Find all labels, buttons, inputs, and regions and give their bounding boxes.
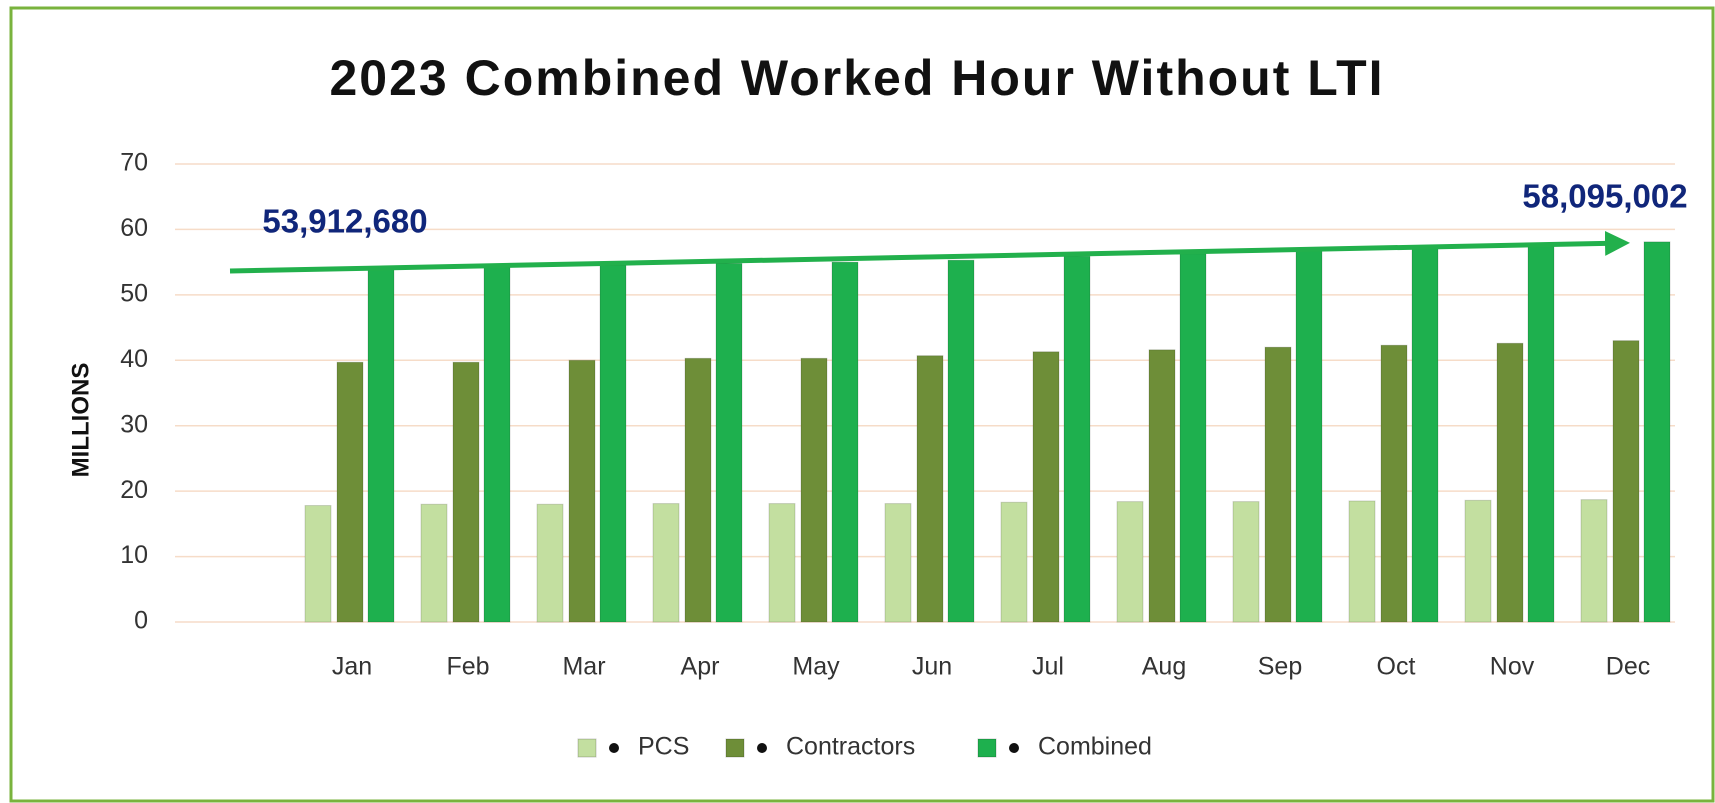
legend-label: Contractors <box>786 733 915 761</box>
bar <box>684 357 712 623</box>
x-tick-label: Apr <box>681 653 720 681</box>
y-tick-label: 0 <box>134 607 148 635</box>
x-tick-label: Sep <box>1258 653 1302 681</box>
legend-label: Combined <box>1038 733 1152 761</box>
bar <box>599 264 627 623</box>
bar <box>1580 499 1608 623</box>
y-tick-label: 50 <box>120 279 148 307</box>
bar <box>1179 253 1207 623</box>
bar <box>800 357 828 623</box>
bar <box>483 266 511 623</box>
annotation: 58,095,002 <box>1522 178 1687 215</box>
bar <box>1032 351 1060 623</box>
bar <box>1643 241 1671 623</box>
x-tick-label: Dec <box>1606 653 1650 681</box>
bar <box>568 359 596 623</box>
x-tick-label: Mar <box>562 653 605 681</box>
bar <box>1496 342 1524 623</box>
bar <box>831 261 859 623</box>
x-tick-label: May <box>792 653 840 681</box>
legend: PCS Contractors Combined <box>577 733 1152 761</box>
bar <box>1295 250 1323 623</box>
x-tick-label: Jul <box>1032 653 1064 681</box>
legend-dot <box>1009 743 1019 753</box>
annotation: 53,912,680 <box>262 203 427 240</box>
bar <box>1116 501 1144 623</box>
bar <box>1612 340 1640 623</box>
y-tick-label: 60 <box>120 214 148 242</box>
bar <box>916 355 944 623</box>
x-tick-label: Jun <box>912 653 952 681</box>
x-tick-label: Feb <box>446 653 489 681</box>
bar <box>1411 247 1439 623</box>
trend-arrow <box>229 230 1630 274</box>
frame <box>9 6 1715 803</box>
bar <box>715 262 743 623</box>
bar <box>652 503 680 623</box>
bar <box>1264 346 1292 623</box>
plot-area: 0 10 20 30 40 50 60 70 Jan Feb Mar Apr May Jun Jul Aug S… <box>120 149 1675 681</box>
legend-dot <box>609 743 619 753</box>
legend-swatch <box>725 738 745 758</box>
legend-dot <box>757 743 767 753</box>
y-tick-label: 10 <box>120 541 148 569</box>
bar <box>947 259 975 623</box>
bar <box>884 503 912 623</box>
y-tick-label: 40 <box>120 345 148 373</box>
bar <box>420 503 448 623</box>
bar <box>536 503 564 623</box>
x-tick-label: Jan <box>332 653 372 681</box>
legend-swatch <box>577 738 597 758</box>
bar <box>1148 349 1176 623</box>
bar <box>1000 501 1028 623</box>
y-tick-label: 20 <box>120 476 148 504</box>
y-tick-label: 30 <box>120 410 148 438</box>
legend-swatch <box>977 738 997 758</box>
x-tick-label: Aug <box>1142 653 1186 681</box>
y-tick-label: 70 <box>120 149 148 177</box>
legend-label: PCS <box>638 733 689 761</box>
x-tick-label: Nov <box>1490 653 1535 681</box>
bar <box>1527 245 1555 623</box>
bar <box>1464 499 1492 623</box>
bar <box>304 505 332 623</box>
bar <box>1348 500 1376 623</box>
bar <box>1063 255 1091 623</box>
bar <box>367 268 395 623</box>
x-tick-label: Oct <box>1377 653 1416 681</box>
bar <box>1380 344 1408 623</box>
bar <box>336 361 364 623</box>
bar <box>1232 501 1260 623</box>
chart-title: 2023 Combined Worked Hour Without LTI <box>329 50 1384 106</box>
bar <box>768 503 796 623</box>
y-axis-label: MILLIONS <box>67 363 94 478</box>
bar <box>452 361 480 623</box>
